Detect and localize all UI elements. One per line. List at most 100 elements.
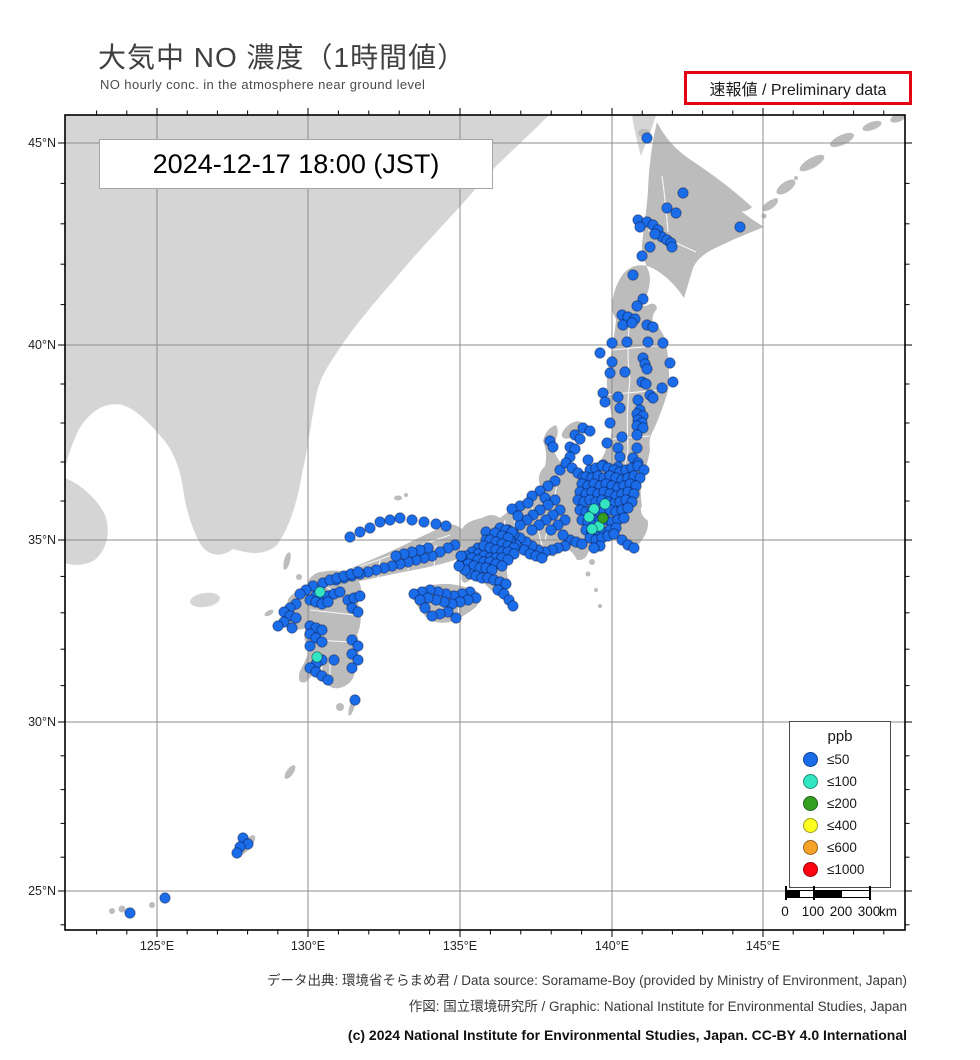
continent-landmass bbox=[65, 115, 656, 608]
station-dot-blue bbox=[304, 640, 316, 652]
station-dot-blue bbox=[647, 392, 659, 404]
station-dot-blue bbox=[346, 662, 358, 674]
lon-label: 145°E bbox=[746, 939, 780, 953]
station-dot-blue bbox=[612, 391, 624, 403]
legend-row: ≤600 bbox=[790, 836, 890, 858]
station-dot-blue bbox=[606, 337, 618, 349]
station-dot-blue bbox=[619, 366, 631, 378]
station-dot-blue bbox=[316, 636, 328, 648]
station-dots-layer bbox=[124, 132, 746, 919]
station-dot-blue bbox=[657, 337, 669, 349]
page-subtitle: NO hourly conc. in the atmosphere near g… bbox=[100, 77, 426, 92]
station-dot-blue bbox=[364, 522, 376, 534]
station-dot-blue bbox=[453, 560, 465, 572]
station-dot-blue bbox=[574, 433, 586, 445]
station-dot-blue bbox=[631, 429, 643, 441]
legend-row: ≤200 bbox=[790, 792, 890, 814]
station-dot-blue bbox=[414, 594, 426, 606]
station-dot-blue bbox=[637, 422, 649, 434]
station-dot-blue bbox=[334, 586, 346, 598]
legend-label: ≤50 bbox=[827, 751, 850, 767]
legend-dot-icon bbox=[803, 839, 818, 855]
station-dot-blue bbox=[656, 382, 668, 394]
map-frame bbox=[64, 114, 906, 931]
lon-label: 140°E bbox=[595, 939, 629, 953]
axis-labels: 125°E 130°E 135°E 140°E 145°E 45°N 40°N 35°N 30°… bbox=[28, 136, 780, 953]
station-dot-blue bbox=[604, 417, 616, 429]
legend-row: ≤50 bbox=[790, 748, 890, 770]
station-dot-blue bbox=[512, 510, 524, 522]
station-dot-blue bbox=[159, 892, 171, 904]
legend-dot-icon bbox=[803, 795, 818, 811]
station-dot-blue bbox=[426, 610, 438, 622]
station-dot-blue bbox=[394, 512, 406, 524]
legend-row: ≤1000 bbox=[790, 858, 890, 880]
station-dot-blue bbox=[507, 600, 519, 612]
station-dot-blue bbox=[644, 241, 656, 253]
station-dot-blue bbox=[536, 552, 548, 564]
legend-label: ≤600 bbox=[827, 839, 857, 855]
station-dot-cyan bbox=[314, 586, 326, 598]
station-dot-blue bbox=[352, 566, 364, 578]
station-dot-blue bbox=[354, 590, 366, 602]
station-dot-blue bbox=[664, 357, 676, 369]
legend-row: ≤100 bbox=[790, 770, 890, 792]
legend-label: ≤400 bbox=[827, 817, 857, 833]
station-dot-blue bbox=[614, 451, 626, 463]
station-dot-blue bbox=[649, 228, 661, 240]
legend: ppb ≤50 ≤100 ≤200 ≤400 ≤600 ≤1000 bbox=[789, 721, 891, 888]
scale-bar-unit: km bbox=[879, 904, 897, 919]
page-title: 大気中 NO 濃度（1時間値） bbox=[98, 42, 467, 73]
station-dot-blue bbox=[588, 542, 600, 554]
station-dot-blue bbox=[641, 363, 653, 375]
station-dot-blue bbox=[642, 336, 654, 348]
station-dot-blue bbox=[374, 516, 386, 528]
station-dot-blue bbox=[608, 528, 620, 540]
lat-label: 45°N bbox=[28, 136, 56, 150]
station-dot-blue bbox=[554, 464, 566, 476]
lat-label: 25°N bbox=[28, 884, 56, 898]
station-dot-blue bbox=[636, 250, 648, 262]
station-dot-blue bbox=[594, 347, 606, 359]
station-dot-blue bbox=[628, 542, 640, 554]
scale-bar-segments bbox=[785, 890, 871, 898]
station-dot-blue bbox=[316, 624, 328, 636]
footer-line-1: データ出典: 環境省そらまめ君 / Data source: Soramame-… bbox=[267, 973, 907, 988]
station-dot-blue bbox=[352, 654, 364, 666]
station-dot-blue bbox=[286, 622, 298, 634]
station-dot-blue bbox=[354, 526, 366, 538]
station-dot-blue bbox=[677, 187, 689, 199]
station-dot-blue bbox=[390, 550, 402, 562]
axis-ticks bbox=[58, 108, 912, 937]
preliminary-data-badge: 速報値 / Preliminary data bbox=[684, 71, 912, 105]
station-dot-blue bbox=[328, 654, 340, 666]
station-dot-blue bbox=[631, 442, 643, 454]
station-dot-blue bbox=[616, 431, 628, 443]
station-dot-blue bbox=[450, 612, 462, 624]
legend-label: ≤1000 bbox=[827, 861, 865, 877]
station-dot-blue bbox=[406, 514, 418, 526]
station-dot-blue bbox=[661, 202, 673, 214]
station-dot-blue bbox=[557, 529, 569, 541]
legend-dot-icon bbox=[803, 817, 818, 833]
station-dot-blue bbox=[641, 132, 653, 144]
scale-bar-number: 100 bbox=[801, 904, 825, 919]
footer: データ出典: 環境省そらまめ君 / Data source: Soramame-… bbox=[267, 968, 907, 1050]
legend-dot-icon bbox=[803, 773, 818, 789]
station-dot-cyan bbox=[599, 498, 611, 510]
lon-label: 125°E bbox=[140, 939, 174, 953]
station-dot-blue bbox=[545, 524, 557, 536]
station-dot-blue bbox=[647, 321, 659, 333]
station-dot-blue bbox=[419, 602, 431, 614]
station-dot-blue bbox=[584, 425, 596, 437]
station-dot-blue bbox=[542, 499, 554, 511]
station-dot-blue bbox=[640, 378, 652, 390]
station-dot-blue bbox=[496, 560, 508, 572]
station-dot-blue bbox=[627, 269, 639, 281]
station-dot-blue bbox=[294, 588, 306, 600]
station-dot-blue bbox=[622, 502, 634, 514]
legend-dot-icon bbox=[803, 861, 818, 877]
station-dot-green bbox=[597, 512, 609, 524]
